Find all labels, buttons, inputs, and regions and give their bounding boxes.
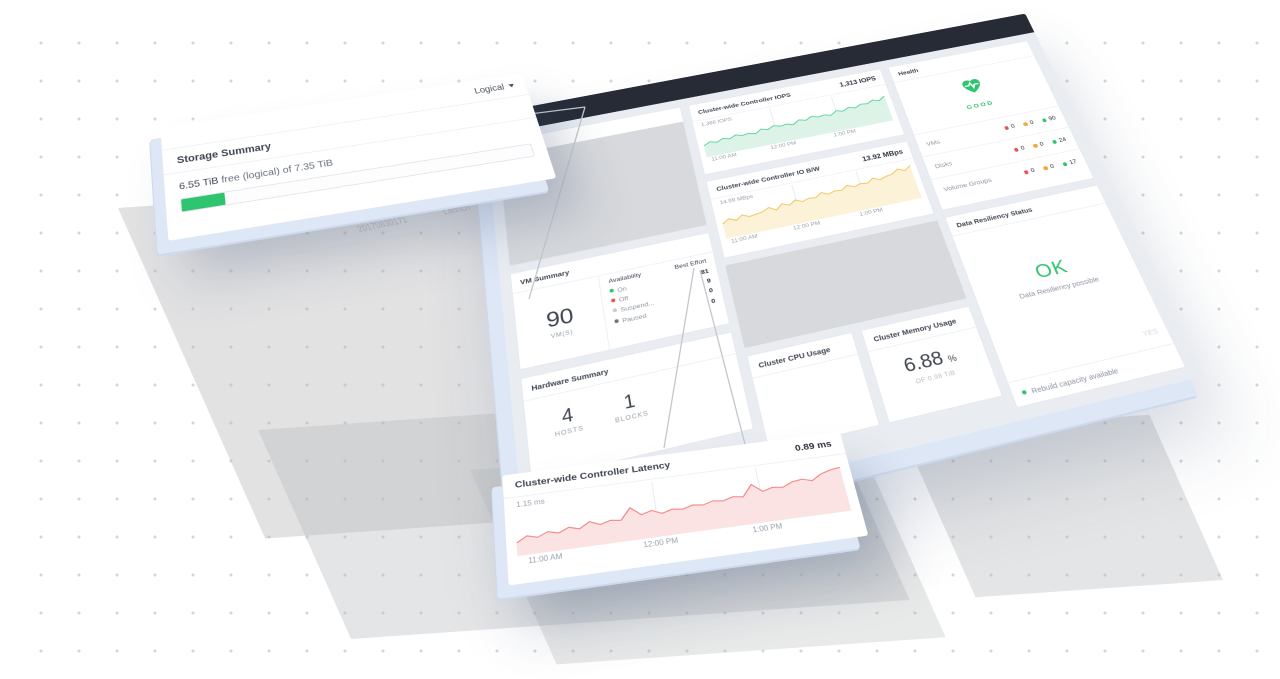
io-bw-chart[interactable]: 14.99 MBps (717, 161, 922, 239)
x-tick: 1:00 PM (751, 521, 784, 535)
good-dot (1062, 162, 1068, 167)
rebuild-capacity-dot (1021, 389, 1028, 395)
suspend-status-dot (612, 308, 618, 313)
iops-current-value: 1,313 IOPS (838, 74, 877, 88)
good-dot (1051, 139, 1058, 145)
paused-status-dot (614, 318, 620, 324)
on-status-dot (609, 288, 615, 293)
x-tick: 12:00 PM (642, 536, 679, 550)
warning-dot (1032, 143, 1039, 148)
prism-dashboard-panel: VM Summary 90 VM(S) Availability Best Ef… (484, 13, 1205, 542)
x-tick: 11:00 AM (527, 551, 563, 566)
cpu-usage-title: Cluster CPU Usage (757, 344, 832, 370)
storage-free-value: 6.55 TiB (178, 175, 219, 193)
vm-count: 90 (544, 302, 575, 332)
resiliency-yes-label: YES (1140, 326, 1160, 339)
storage-progress-fill (181, 192, 226, 212)
io-bw-chart-card: Cluster-wide Controller IO B/W 13.92 MBp… (705, 140, 935, 259)
data-resiliency-title: Data Resiliency Status (955, 205, 1034, 229)
memory-usage-unit: % (946, 352, 959, 365)
off-status-dot (611, 298, 616, 303)
hosts-stat: 4 HOSTS (554, 404, 585, 439)
health-status: GOOD (965, 99, 996, 111)
memory-usage-card: Cluster Memory Usage 6.88 % OF 0.98 TiB (860, 305, 1004, 424)
warning-dot (1042, 166, 1049, 171)
health-title: Health (897, 66, 920, 77)
blocks-stat: 1 BLOCKS (614, 390, 650, 425)
io-bw-current-value: 13.92 MBps (861, 147, 904, 163)
latency-float-card: Cluster-wide Controller Latency 0.89 ms … (502, 431, 869, 586)
latency-current-value: 0.89 ms (793, 438, 833, 454)
storage-view-dropdown-label: Logical (473, 82, 506, 96)
rebuild-capacity-text: Rebuild capacity available (1029, 365, 1120, 396)
critical-dot (1013, 147, 1020, 152)
latency-chart[interactable]: 1.15 ms (514, 457, 852, 557)
warning-dot (1022, 122, 1029, 127)
heart-pulse-icon (955, 73, 991, 100)
chevron-down-icon (508, 83, 515, 88)
good-dot (1041, 118, 1048, 123)
iops-chart-card: Cluster-wide Controller IOPS 1,313 IOPS … (687, 68, 906, 176)
critical-dot (1004, 125, 1010, 130)
critical-dot (1023, 170, 1030, 175)
